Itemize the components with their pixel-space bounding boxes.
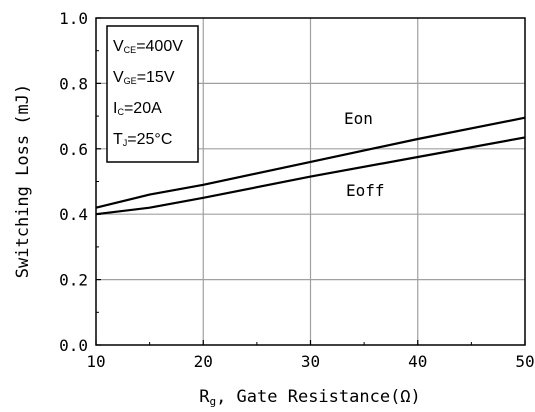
x-tick-label: 40 — [408, 352, 427, 371]
condition-line: TJ=25°C — [113, 131, 172, 148]
x-tick-label: 10 — [86, 352, 105, 371]
y-tick-label: 1.0 — [59, 9, 88, 28]
series-line-eoff — [95, 136, 526, 216]
series-lines — [95, 116, 526, 216]
x-axis-label-main: R — [199, 387, 210, 407]
y-axis-label: Switching Loss (mJ) — [13, 84, 33, 278]
x-tick-label: 50 — [515, 352, 534, 371]
x-axis-label-sub: g — [209, 395, 216, 408]
condition-line: VCE=400V — [113, 38, 183, 55]
axis-ticks: 0.0 0.2 0.4 0.6 0.8 1.0 10 20 30 40 50 — [59, 9, 535, 371]
y-tick-label: 0.4 — [59, 205, 88, 224]
series-line-eon — [95, 116, 526, 209]
x-axis-label-rest: , Gate Resistance(Ω) — [216, 387, 421, 407]
y-tick-label: 0.2 — [59, 271, 88, 290]
y-tick-label: 0.8 — [59, 74, 88, 93]
condition-line: IC=20A — [113, 100, 162, 117]
series-label-eon: Eon — [344, 109, 373, 128]
condition-line: VGE=15V — [113, 69, 175, 86]
x-axis-label: Rg, Gate Resistance(Ω) — [199, 387, 421, 408]
conditions-box: VCE=400V VGE=15V IC=20A TJ=25°C — [106, 25, 199, 163]
x-tick-label: 20 — [194, 352, 213, 371]
series-label-eoff: Eoff — [346, 181, 385, 200]
y-tick-label: 0.6 — [59, 140, 88, 159]
x-tick-label: 30 — [301, 352, 320, 371]
y-tick-label: 0.0 — [59, 336, 88, 355]
